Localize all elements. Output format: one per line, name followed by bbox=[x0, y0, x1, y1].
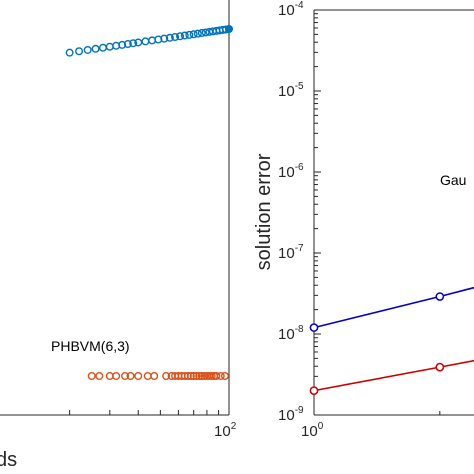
right-series-line bbox=[313, 359, 474, 392]
left-blue-point bbox=[118, 40, 127, 49]
left-blue-point bbox=[134, 38, 143, 47]
left-blue-point bbox=[201, 28, 210, 37]
right-x-tick-label: 100 bbox=[301, 421, 324, 440]
left-orange-point bbox=[134, 372, 143, 381]
left-blue-point bbox=[189, 30, 198, 39]
right-y-tick-labels: 10-4 10-5 10-6 10-7 10-8 10-9 bbox=[278, 0, 304, 424]
left-blue-point bbox=[83, 45, 92, 54]
left-orange-point bbox=[200, 372, 209, 381]
right-series-point bbox=[309, 386, 319, 395]
right-y-tick-label: 10-9 bbox=[278, 405, 304, 424]
right-y-axis-label: solution error bbox=[253, 153, 275, 270]
left-orange-point bbox=[183, 372, 192, 381]
left-blue-point bbox=[165, 33, 174, 42]
left-orange-point bbox=[112, 372, 121, 381]
left-blue-point bbox=[193, 29, 202, 38]
left-blue-point bbox=[91, 44, 100, 53]
left-blue-point bbox=[148, 36, 157, 45]
left-blue-point bbox=[160, 34, 169, 43]
left-blue-point bbox=[98, 43, 107, 52]
right-chart-panel: 10-4 10-5 10-6 10-7 10-8 10-9 100 solution er… bbox=[253, 0, 474, 440]
left-orange-point bbox=[192, 372, 201, 381]
right-series-point bbox=[309, 323, 319, 332]
left-orange-point bbox=[207, 372, 216, 381]
left-series-orange bbox=[87, 372, 229, 381]
right-series-point bbox=[435, 292, 445, 301]
right-y-ticks bbox=[314, 9, 321, 416]
left-blue-point bbox=[129, 39, 138, 48]
left-blue-point bbox=[105, 42, 114, 51]
left-orange-point bbox=[195, 372, 204, 381]
right-series-blue bbox=[309, 286, 474, 332]
left-x-tick-label: 102 bbox=[214, 421, 237, 440]
left-blue-point bbox=[197, 29, 206, 38]
left-blue-point bbox=[185, 30, 194, 39]
left-orange-point bbox=[105, 372, 114, 381]
left-blue-point bbox=[65, 48, 74, 57]
right-y-tick-label: 10-4 bbox=[278, 0, 304, 19]
left-x-axis-label: ds bbox=[0, 449, 17, 471]
left-orange-point bbox=[95, 372, 104, 381]
left-chart-panel: 102 PHBVM(6,3) ds bbox=[0, 0, 237, 471]
right-x-ticks bbox=[313, 408, 441, 415]
left-blue-point bbox=[123, 40, 132, 49]
right-annotation-gauss: Gau bbox=[440, 172, 466, 188]
left-orange-point bbox=[189, 372, 198, 381]
left-orange-point bbox=[212, 372, 221, 381]
right-series-line bbox=[313, 286, 474, 329]
right-y-tick-label: 10-5 bbox=[278, 81, 304, 100]
right-y-tick-label: 10-6 bbox=[278, 162, 304, 181]
left-blue-end-point bbox=[225, 25, 233, 33]
left-series-blue bbox=[65, 25, 233, 57]
left-orange-point bbox=[121, 372, 130, 381]
left-blue-point bbox=[141, 37, 150, 46]
left-blue-point bbox=[171, 33, 180, 42]
left-orange-point bbox=[197, 372, 206, 381]
left-orange-point bbox=[143, 372, 152, 381]
left-blue-point bbox=[176, 32, 185, 41]
left-blue-point bbox=[180, 31, 189, 40]
left-orange-point bbox=[216, 372, 225, 381]
left-blue-point bbox=[75, 47, 84, 56]
left-annotation-phbvm: PHBVM(6,3) bbox=[51, 338, 130, 354]
left-orange-point bbox=[220, 372, 229, 381]
left-orange-point bbox=[150, 372, 159, 381]
left-orange-point bbox=[87, 372, 96, 381]
right-series-red bbox=[309, 359, 474, 395]
left-x-minor-ticks bbox=[69, 406, 230, 415]
left-orange-point bbox=[186, 372, 195, 381]
right-y-tick-label: 10-8 bbox=[278, 324, 304, 343]
left-orange-point bbox=[162, 372, 171, 381]
left-orange-point bbox=[126, 372, 135, 381]
right-y-tick-label: 10-7 bbox=[278, 243, 304, 262]
right-series-point bbox=[435, 362, 445, 372]
